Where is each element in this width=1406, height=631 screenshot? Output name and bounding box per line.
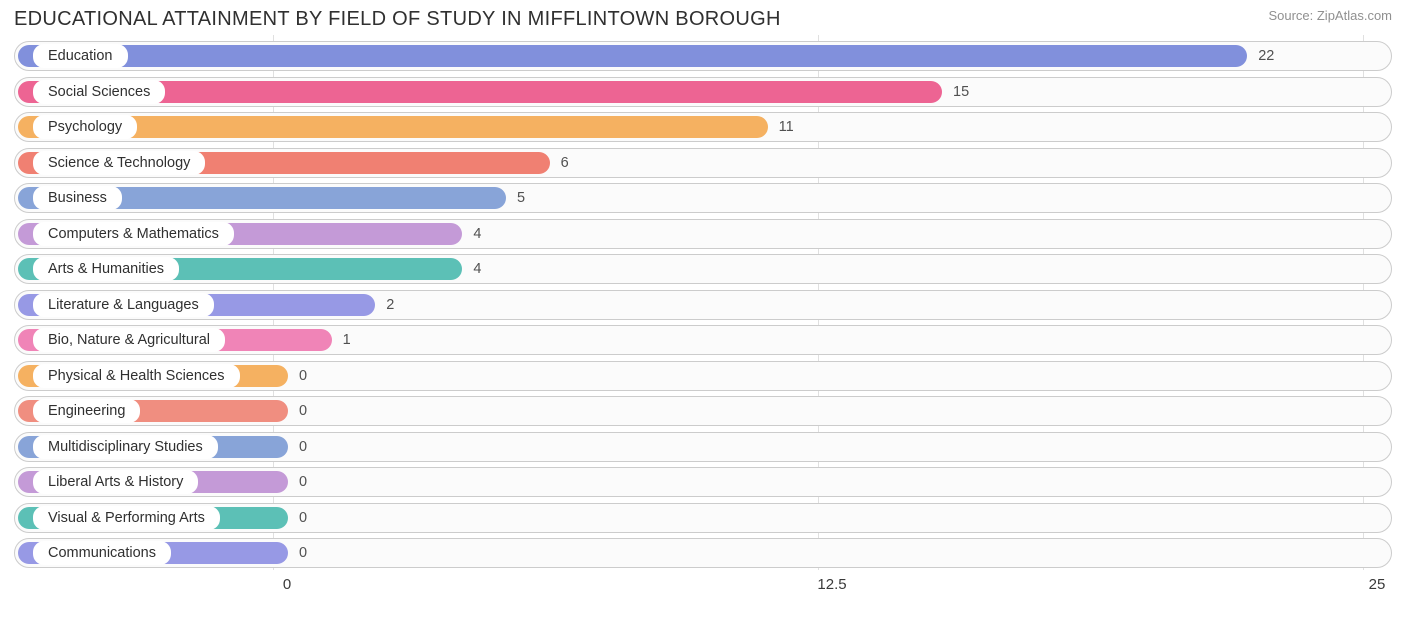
bar-track: Arts & Humanities 4 bbox=[14, 254, 1392, 284]
bar-track: Computers & Mathematics 4 bbox=[14, 219, 1392, 249]
bar-value: 0 bbox=[299, 439, 307, 455]
bar-track: Business 5 bbox=[14, 183, 1392, 213]
x-axis-tick: 25 bbox=[1369, 576, 1386, 593]
bar-label: Science & Technology bbox=[33, 151, 205, 175]
bar-track: Physical & Health Sciences 0 bbox=[14, 361, 1392, 391]
bar-value: 4 bbox=[473, 226, 481, 242]
bar-value: 0 bbox=[299, 545, 307, 561]
bar-track: Bio, Nature & Agricultural 1 bbox=[14, 325, 1392, 355]
bar-label: Engineering bbox=[33, 399, 140, 423]
bar-label: Communications bbox=[33, 541, 171, 565]
bar-label: Bio, Nature & Agricultural bbox=[33, 328, 225, 352]
bar-track: Liberal Arts & History 0 bbox=[14, 467, 1392, 497]
chart-area: Education22Social Sciences15Psychology11… bbox=[0, 35, 1406, 604]
bar-label: Arts & Humanities bbox=[33, 257, 179, 281]
chart-header: EDUCATIONAL ATTAINMENT BY FIELD OF STUDY… bbox=[0, 0, 1406, 35]
bar-track: Education 22 bbox=[14, 41, 1392, 71]
bar-label: Literature & Languages bbox=[33, 293, 214, 317]
bar-value: 11 bbox=[779, 119, 794, 135]
bar-label: Liberal Arts & History bbox=[33, 470, 198, 494]
bar-fill bbox=[18, 45, 1247, 67]
bar-value: 5 bbox=[517, 190, 525, 206]
bar-track: Psychology 11 bbox=[14, 112, 1392, 142]
bar-track: Literature & Languages 2 bbox=[14, 290, 1392, 320]
bar-track: Social Sciences 15 bbox=[14, 77, 1392, 107]
bar-value: 22 bbox=[1258, 48, 1274, 64]
bar-track: Multidisciplinary Studies 0 bbox=[14, 432, 1392, 462]
bar-value: 0 bbox=[299, 474, 307, 490]
bar-label: Business bbox=[33, 186, 122, 210]
bar-value: 0 bbox=[299, 510, 307, 526]
x-axis-tick: 0 bbox=[283, 576, 291, 593]
bar-label: Visual & Performing Arts bbox=[33, 506, 220, 530]
bar-track: Engineering 0 bbox=[14, 396, 1392, 426]
bar-label: Education bbox=[33, 44, 128, 68]
x-axis-tick: 12.5 bbox=[817, 576, 846, 593]
bar-value: 6 bbox=[561, 155, 569, 171]
bar-label: Psychology bbox=[33, 115, 137, 139]
bar-value: 0 bbox=[299, 368, 307, 384]
bar-track: Visual & Performing Arts 0 bbox=[14, 503, 1392, 533]
bar-label: Social Sciences bbox=[33, 80, 165, 104]
bar-value: 2 bbox=[386, 297, 394, 313]
bar-label: Computers & Mathematics bbox=[33, 222, 234, 246]
bar-track: Science & Technology 6 bbox=[14, 148, 1392, 178]
chart-title: EDUCATIONAL ATTAINMENT BY FIELD OF STUDY… bbox=[14, 8, 781, 31]
bar-label: Physical & Health Sciences bbox=[33, 364, 240, 388]
bar-value: 1 bbox=[343, 332, 351, 348]
x-axis: 0 12.5 25 bbox=[14, 574, 1392, 604]
chart-source: Source: ZipAtlas.com bbox=[1268, 8, 1392, 23]
bar-value: 0 bbox=[299, 403, 307, 419]
bar-label: Multidisciplinary Studies bbox=[33, 435, 218, 459]
bar-value: 4 bbox=[473, 261, 481, 277]
bar-track: Communications 0 bbox=[14, 538, 1392, 568]
bar-value: 15 bbox=[953, 84, 969, 100]
